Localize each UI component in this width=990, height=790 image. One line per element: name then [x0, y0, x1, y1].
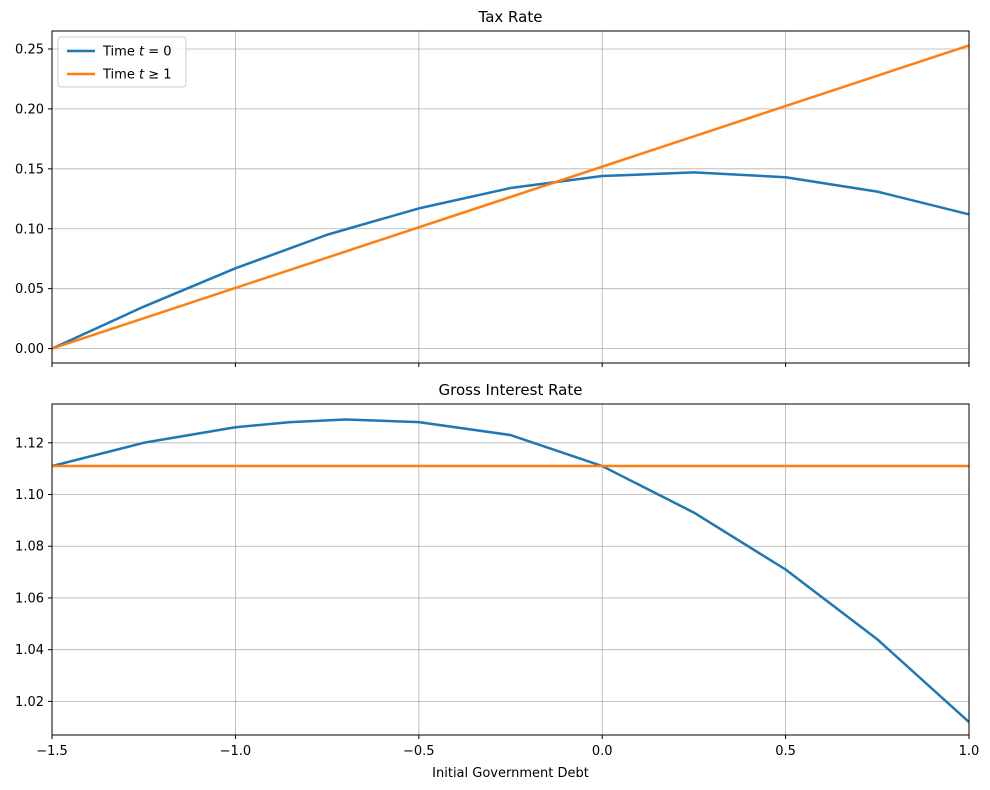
tax-rate-legend-label-0: Time t = 0 — [102, 45, 172, 60]
gross-interest-rate-series-0-line — [52, 418, 969, 724]
gross-interest-rate-x-tick-label: −1.0 — [220, 744, 252, 759]
gross-interest-rate-y-tick-label: 1.12 — [15, 436, 44, 451]
tax-rate-axes-frame — [51, 30, 970, 364]
gross-interest-rate-y-tick-label: 1.08 — [15, 540, 44, 555]
tax-rate-series-0-line — [52, 171, 969, 350]
tax-rate-legend-label-1: Time t ≥ 1 — [102, 68, 172, 83]
tax-rate-y-tick-label: 0.05 — [15, 282, 44, 297]
gross-interest-rate-title: Gross Interest Rate — [438, 381, 582, 399]
tax-rate-y-tick-label: 0.15 — [15, 162, 44, 177]
tax-rate-y-tick-label: 0.10 — [15, 222, 44, 237]
gross-interest-rate-panel: −1.5 −1.0 −0.5 0.0 0.5 1.0 1.02 1.04 1.06 1.08 1.1… — [15, 381, 979, 781]
gross-interest-rate-y-tick-label: 1.02 — [15, 695, 44, 710]
tax-rate-y-tick-label: 0.25 — [15, 42, 44, 57]
gross-interest-rate-x-tick-label: −1.5 — [36, 744, 68, 759]
gross-interest-rate-x-tick-label: 1.0 — [959, 744, 980, 759]
gross-interest-rate-x-tick-label: −0.5 — [403, 744, 435, 759]
gross-interest-rate-x-tick-label: 0.5 — [775, 744, 796, 759]
gross-interest-rate-x-tick-label: 0.0 — [592, 744, 613, 759]
gross-interest-rate-axes-frame — [51, 403, 970, 736]
tax-rate-panel: 0.00 0.05 0.10 0.15 0.20 0.25 Tax Rate Time t =… — [15, 8, 970, 367]
gross-interest-rate-x-axis-label: Initial Government Debt — [432, 766, 589, 781]
gross-interest-rate-y-tick-label: 1.04 — [15, 643, 44, 658]
gross-interest-rate-y-tick-label: 1.10 — [15, 488, 44, 503]
tax-rate-y-tick-label: 0.20 — [15, 102, 44, 117]
tax-rate-title: Tax Rate — [478, 8, 543, 26]
tax-rate-y-tick-label: 0.00 — [15, 342, 44, 357]
gross-interest-rate-y-tick-label: 1.06 — [15, 591, 44, 606]
tax-rate-legend: Time t = 0 Time t ≥ 1 — [57, 36, 187, 88]
tax-rate-series-1-line — [52, 44, 969, 350]
